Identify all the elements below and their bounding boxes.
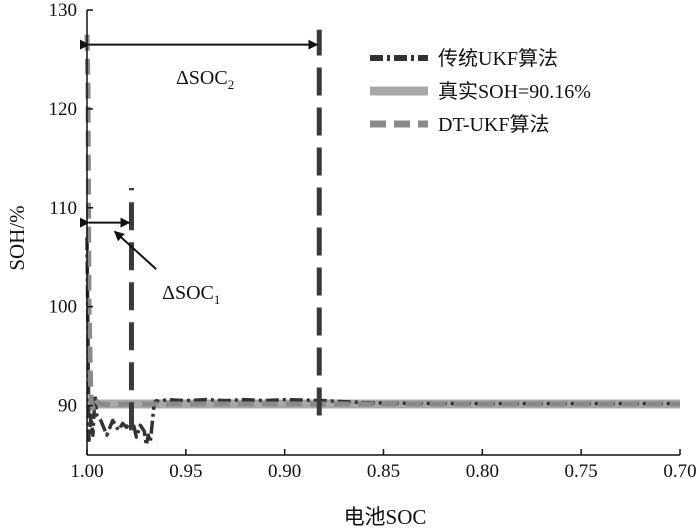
x-tick-label-0: 1.00 [70,461,103,482]
dsoc1-label-subscript: 1 [214,292,221,307]
x-tick-label-5: 0.75 [565,461,598,482]
axes-layer: 1.00 0.95 0.90 0.85 0.80 0.75 0.70 90 100 110 120 1… [49,0,697,482]
y-axis-title: SOH/% [5,205,29,270]
y-tick-label-1: 100 [49,297,78,318]
series-line-0 [85,237,680,447]
series-line-2 [84,34,680,411]
dsoc1-label: ΔSOC1 [162,282,220,307]
y-tick-label-0: 90 [58,396,77,417]
x-tick-label-4: 0.80 [466,461,499,482]
legend-label-1: 真实SOH=90.16% [438,80,591,103]
x-tick-label-1: 0.95 [169,461,202,482]
y-tick-label-4: 130 [49,0,78,21]
dsoc2-label: ΔSOC2 [176,67,234,92]
x-tick-label-2: 0.90 [268,461,301,482]
y-tick-label-3: 120 [49,99,78,120]
y-tick-label-2: 110 [49,198,77,219]
x-tick-label-6: 0.70 [663,461,696,482]
dsoc1-pointer-arrow [113,230,157,270]
dsoc1-label-text: ΔSOC [162,282,214,304]
dsoc2-label-subscript: 2 [228,77,235,92]
x-tick-label-3: 0.85 [367,461,400,482]
legend-label-0: 传统UKF算法 [438,47,558,70]
x-axis-title: 电池SOC [344,505,427,529]
legend-label-2: DT-UKF算法 [438,113,550,136]
dsoc2-label-text: ΔSOC [176,67,228,89]
